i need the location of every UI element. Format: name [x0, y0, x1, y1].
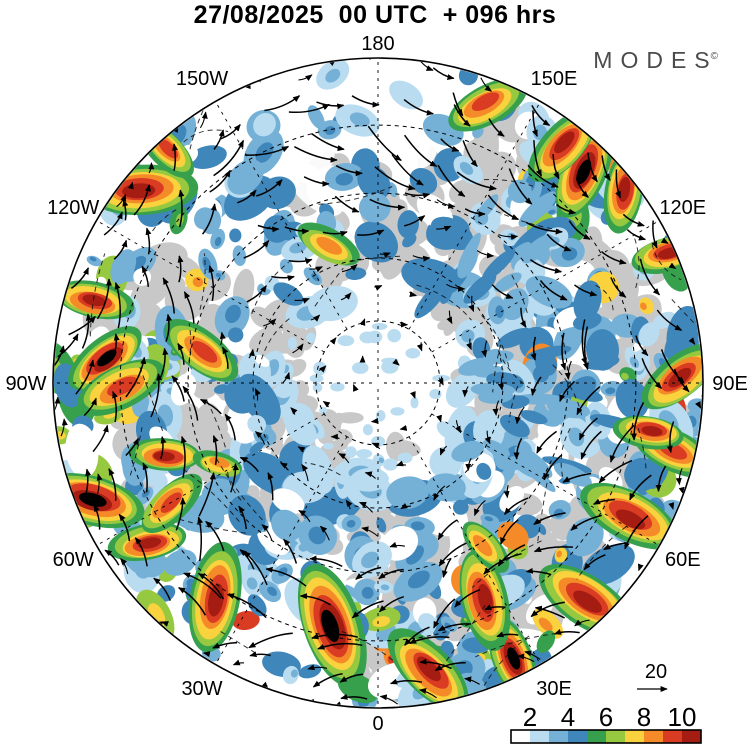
lon-label-60W: 60W: [53, 549, 94, 571]
colorbar-tick: 10: [668, 702, 697, 732]
colorbar-tick: 8: [637, 702, 651, 732]
reference-arrow-label: 20: [645, 661, 667, 683]
lon-label-150E: 150E: [531, 68, 578, 90]
modes-logo-text: MODES: [593, 47, 718, 73]
colorbar-swatch: [511, 730, 530, 743]
reference-arrow: 20: [637, 661, 668, 692]
colorbar-swatch: [568, 730, 587, 743]
colorbar-swatch: [587, 730, 606, 743]
chart-title: 27/08/2025 00 UTC + 096 hrs: [193, 1, 557, 29]
colorbar-tick: 4: [561, 702, 575, 732]
colorbar-swatch: [663, 730, 682, 743]
map-rim: [52, 57, 704, 709]
lon-label-30W: 30W: [181, 678, 222, 700]
lon-label-90E: 90E: [712, 373, 748, 395]
colorbar-tick: 6: [599, 702, 613, 732]
modes-logo: MODES©: [593, 47, 718, 74]
lon-label-30E: 30E: [536, 678, 572, 700]
colorbar-swatch: [549, 730, 568, 743]
colorbar-border: [510, 729, 702, 744]
colorbar-tick: 2: [523, 702, 537, 732]
colorbar-swatch: [530, 730, 549, 743]
colorbar-swatch: [682, 730, 701, 743]
lon-label-60E: 60E: [665, 549, 701, 571]
map-field: [54, 59, 702, 707]
colorbar-swatch: [606, 730, 625, 743]
longitude-labels: 180 150E 120E 90E 60E 30E 0 30W 60W 90W 120W 150W: [5, 33, 747, 735]
colorbar-swatch: [625, 730, 644, 743]
wind-vectors-layer: [54, 59, 702, 707]
lon-label-120W: 120W: [47, 197, 99, 219]
colorbar-swatch: [644, 730, 663, 743]
colorbar: 2 4 6 8 10: [510, 702, 702, 744]
modes-logo-mark: ©: [710, 51, 718, 62]
lon-label-180: 180: [361, 33, 394, 55]
lon-label-90W: 90W: [5, 373, 46, 395]
lon-label-0: 0: [372, 713, 383, 735]
lon-label-120E: 120E: [659, 197, 706, 219]
lon-label-150W: 150W: [176, 68, 228, 90]
